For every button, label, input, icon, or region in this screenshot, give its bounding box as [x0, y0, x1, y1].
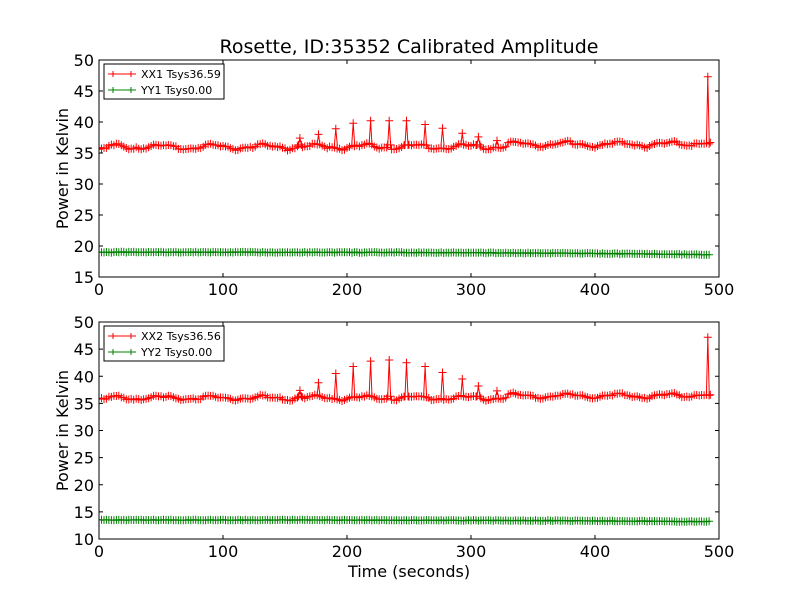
- legend-label: YY1 Tsys0.00: [140, 84, 212, 97]
- legend-swatch-marker: [110, 87, 134, 93]
- y-tick-label: 15: [74, 503, 94, 522]
- y-tick-label: 50: [74, 51, 94, 70]
- y-axis-title: Power in Kelvin: [53, 370, 72, 491]
- y-tick-label: 15: [74, 268, 94, 287]
- series-yy2: [99, 515, 714, 526]
- legend-label: XX2 Tsys36.56: [141, 330, 221, 343]
- series-markers: [99, 72, 715, 155]
- axes-frame: [98, 59, 720, 278]
- series-xx1: [99, 72, 715, 155]
- x-tick-label: 0: [94, 280, 104, 299]
- data-layer: [99, 333, 715, 526]
- y-tick-label: 30: [74, 422, 94, 441]
- x-tick-label: 400: [580, 542, 611, 561]
- top-subplot: 0 100 200 300 400 500 15 20 25 30 35 40 45 50 Power in…: [53, 51, 734, 299]
- y-tick-label: 25: [74, 206, 94, 225]
- y-tick-label: 10: [74, 530, 94, 549]
- x-tick-label: 200: [332, 542, 363, 561]
- y-tick-label: 40: [74, 113, 94, 132]
- x-axis-title: Time (seconds): [347, 562, 470, 581]
- y-tick-label: 45: [74, 82, 94, 101]
- y-tick-label: 25: [74, 449, 94, 468]
- y-tick-label: 40: [74, 367, 94, 386]
- y-tick-label: 50: [74, 313, 94, 332]
- series-xx2: [99, 333, 715, 405]
- series-markers: [99, 333, 715, 405]
- y-axis-title: Power in Kelvin: [53, 108, 72, 229]
- data-layer: [99, 72, 715, 259]
- legend-swatch-marker: [110, 333, 134, 339]
- x-tick-label: 300: [456, 542, 487, 561]
- legend-label: YY2 Tsys0.00: [140, 346, 212, 359]
- legend-swatch-marker: [110, 71, 134, 77]
- legend-swatch-marker: [110, 349, 134, 355]
- y-tick-label: 35: [74, 144, 94, 163]
- y-tick-label: 20: [74, 237, 94, 256]
- legend: XX2 Tsys36.56 YY2 Tsys0.00: [103, 325, 225, 362]
- legend-box: [103, 325, 225, 362]
- x-tick-label: 100: [208, 280, 239, 299]
- x-tick-label: 100: [208, 542, 239, 561]
- y-tick-label: 35: [74, 394, 94, 413]
- x-tick-label: 200: [332, 280, 363, 299]
- y-tick-label: 30: [74, 175, 94, 194]
- series-markers: [99, 247, 714, 259]
- y-tick-label: 20: [74, 476, 94, 495]
- x-tick-label: 0: [94, 542, 104, 561]
- bottom-subplot: 0 100 200 300 400 500 10 15 20 25 30 35 40 45 50 Power …: [53, 313, 734, 581]
- figure-title: Rosette, ID:35352 Calibrated Amplitude: [220, 36, 599, 58]
- y-tick-label: 45: [74, 340, 94, 359]
- x-tick-label: 500: [704, 542, 735, 561]
- series-markers: [99, 515, 714, 526]
- x-tick-label: 400: [580, 280, 611, 299]
- legend-label: XX1 Tsys36.59: [141, 68, 221, 81]
- x-tick-label: 300: [456, 280, 487, 299]
- x-tick-label: 500: [704, 280, 735, 299]
- legend: XX1 Tsys36.59 YY1 Tsys0.00: [103, 63, 225, 100]
- legend-box: [103, 63, 225, 100]
- series-yy1: [99, 247, 714, 259]
